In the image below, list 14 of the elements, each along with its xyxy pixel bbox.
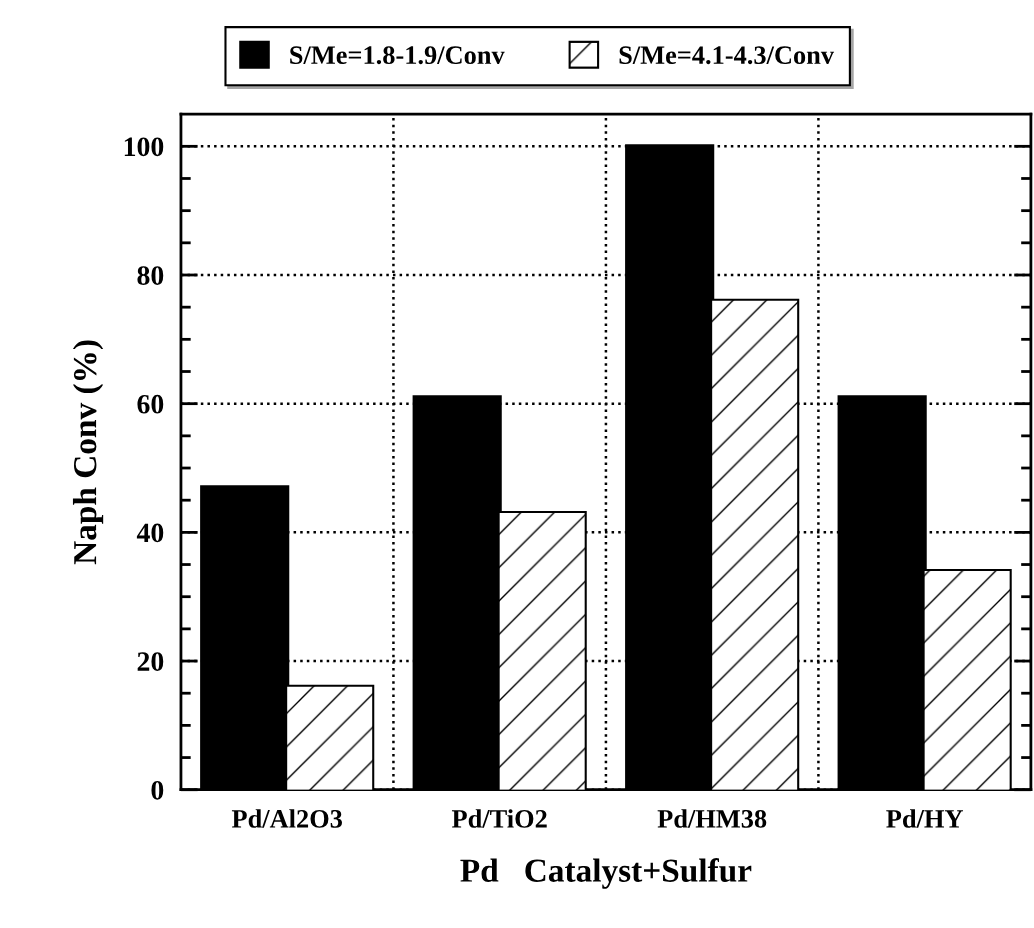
x-tick-label: Pd/HM38 xyxy=(657,809,767,828)
x-axis-title: Pd Catalyst+Sulfur xyxy=(460,858,752,889)
y-tick-label: 100 xyxy=(124,137,164,157)
y-tick-label: 20 xyxy=(137,652,164,671)
y-tick-label: 0 xyxy=(151,780,164,800)
y-tick-label: 60 xyxy=(137,394,164,414)
legend-label: S/Me=4.1-4.3/Conv xyxy=(619,46,835,65)
y-tick-label: 80 xyxy=(137,266,164,285)
x-tick-label: Pd/Al2O3 xyxy=(231,809,343,828)
legend-label: S/Me=1.8-1.9/Conv xyxy=(290,46,505,65)
y-axis-title: Naph Conv (%) xyxy=(72,340,104,565)
x-tick-label: Pd/HY xyxy=(886,809,964,828)
x-tick-label: Pd/TiO2 xyxy=(451,809,547,828)
y-tick-label: 40 xyxy=(136,523,164,543)
